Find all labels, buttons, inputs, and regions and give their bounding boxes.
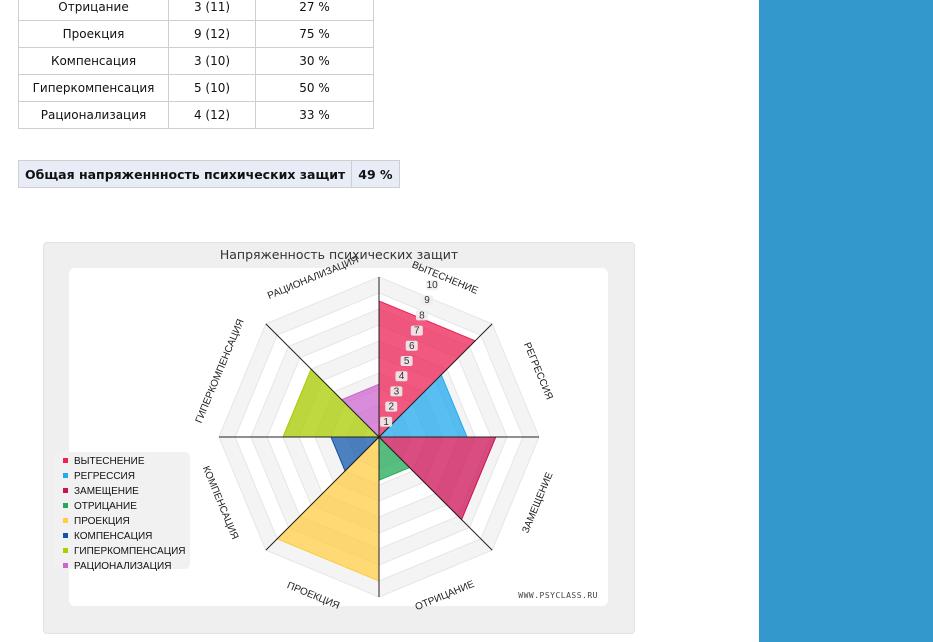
tick-label-bg: [405, 340, 418, 351]
tick-label: 7: [414, 326, 420, 337]
legend-label: РАЦИОНАЛИЗАЦИЯ: [74, 561, 172, 572]
legend-item: ЗАМЕЩЕНИЕ: [63, 485, 139, 498]
legend-swatch: [63, 532, 68, 538]
axis-line: [265, 436, 380, 551]
tick-label-bg: [410, 325, 423, 336]
tick-label: 1: [383, 417, 389, 428]
scores-table: Отрицание 3 (11) 27 % Проекция 9 (12) 75…: [18, 0, 374, 129]
axis-category-label: ЗАМЕЩЕНИЕ: [521, 471, 556, 535]
axis-category-label: РЕГРЕССИЯ: [521, 341, 554, 402]
legend-item: РЕГРЕССИЯ: [63, 470, 135, 483]
table-row: Общая напряженнность психических защит 4…: [17, 160, 400, 188]
tick-label: 10: [427, 280, 439, 291]
tick-label: 9: [424, 295, 430, 306]
total-tension-table: Общая напряженнность психических защит 4…: [17, 160, 400, 188]
tick-label-bg: [390, 386, 403, 397]
table-row: Гиперкомпенсация 5 (10) 50 %: [18, 74, 374, 102]
axis-category-label: ПРОЕКЦИЯ: [285, 580, 341, 611]
axis-line: [378, 323, 493, 438]
watermark-text: WWW.PSYCLASS.RU: [518, 591, 598, 600]
defense-score: 4 (12): [168, 101, 256, 129]
legend-item: ГИПЕРКОМПЕНСАЦИЯ: [63, 545, 186, 558]
legend-item: ВЫТЕСНЕНИЕ: [63, 455, 145, 468]
legend-swatch: [63, 517, 68, 523]
axis-category-label: КОМПЕНСАЦИЯ: [200, 465, 240, 542]
table-row: Рационализация 4 (12) 33 %: [18, 101, 374, 129]
defense-name: Гиперкомпенсация: [18, 74, 169, 102]
legend-label: ОТРИЦАНИЕ: [74, 501, 137, 512]
defense-name: Компенсация: [18, 47, 169, 75]
tick-label: 3: [394, 386, 400, 397]
tick-label: 6: [409, 341, 415, 352]
tick-label-bg: [415, 310, 428, 321]
axis-category-label: ОТРИЦАНИЕ: [414, 579, 477, 613]
legend-label: ЗАМЕЩЕНИЕ: [74, 486, 139, 497]
defense-name: Отрицание: [18, 0, 169, 21]
legend-label: ВЫТЕСНЕНИЕ: [74, 456, 145, 467]
tick-label: 4: [399, 371, 405, 382]
axis-line: [378, 436, 493, 551]
legend-swatch: [63, 472, 68, 478]
tick-label-bg: [380, 416, 393, 427]
legend-item: РАЦИОНАЛИЗАЦИЯ: [63, 560, 171, 573]
axis-category-label: ВЫТЕСНЕНИЕ: [410, 260, 480, 297]
legend-item: ПРОЕКЦИЯ: [63, 515, 130, 528]
legend-swatch: [63, 562, 68, 568]
legend-item: ОТРИЦАНИЕ: [63, 500, 137, 513]
defense-name: Рационализация: [18, 101, 169, 129]
right-sidebar: [759, 0, 933, 642]
defense-score: 5 (10): [168, 74, 256, 102]
tick-label-bg: [400, 356, 413, 366]
legend-label: ПРОЕКЦИЯ: [74, 516, 130, 527]
tick-label-bg: [426, 280, 439, 290]
chart-legend: ВЫТЕСНЕНИЕ РЕГРЕССИЯ ЗАМЕЩЕНИЕ ОТРИЦАНИЕ ПРО…: [53, 452, 190, 572]
legend-swatch: [63, 547, 68, 553]
tick-label-bg: [385, 401, 398, 412]
tick-label: 5: [404, 356, 410, 367]
legend-swatch: [63, 457, 68, 463]
legend-swatch: [63, 487, 68, 493]
defense-name: Проекция: [18, 20, 169, 48]
tick-label-bg: [421, 295, 434, 306]
chart-title: Напряженность психических защит: [219, 247, 459, 262]
legend-label: РЕГРЕССИЯ: [74, 471, 135, 482]
defense-score: 3 (11): [168, 0, 256, 21]
total-label: Общая напряженнность психических защит: [17, 160, 353, 188]
total-value: 49 %: [351, 160, 400, 188]
axis-line: [265, 323, 380, 438]
table-row: Отрицание 3 (11) 27 %: [18, 0, 374, 21]
legend-swatch: [63, 502, 68, 508]
legend-label: ГИПЕРКОМПЕНСАЦИЯ: [74, 546, 186, 557]
legend-label: КОМПЕНСАЦИЯ: [74, 531, 153, 542]
legend-item: КОМПЕНСАЦИЯ: [63, 530, 152, 543]
tick-label: 2: [388, 402, 394, 413]
defense-percent: 33 %: [255, 101, 374, 129]
tick-label-bg: [395, 371, 408, 382]
tick-label: 8: [419, 310, 425, 321]
